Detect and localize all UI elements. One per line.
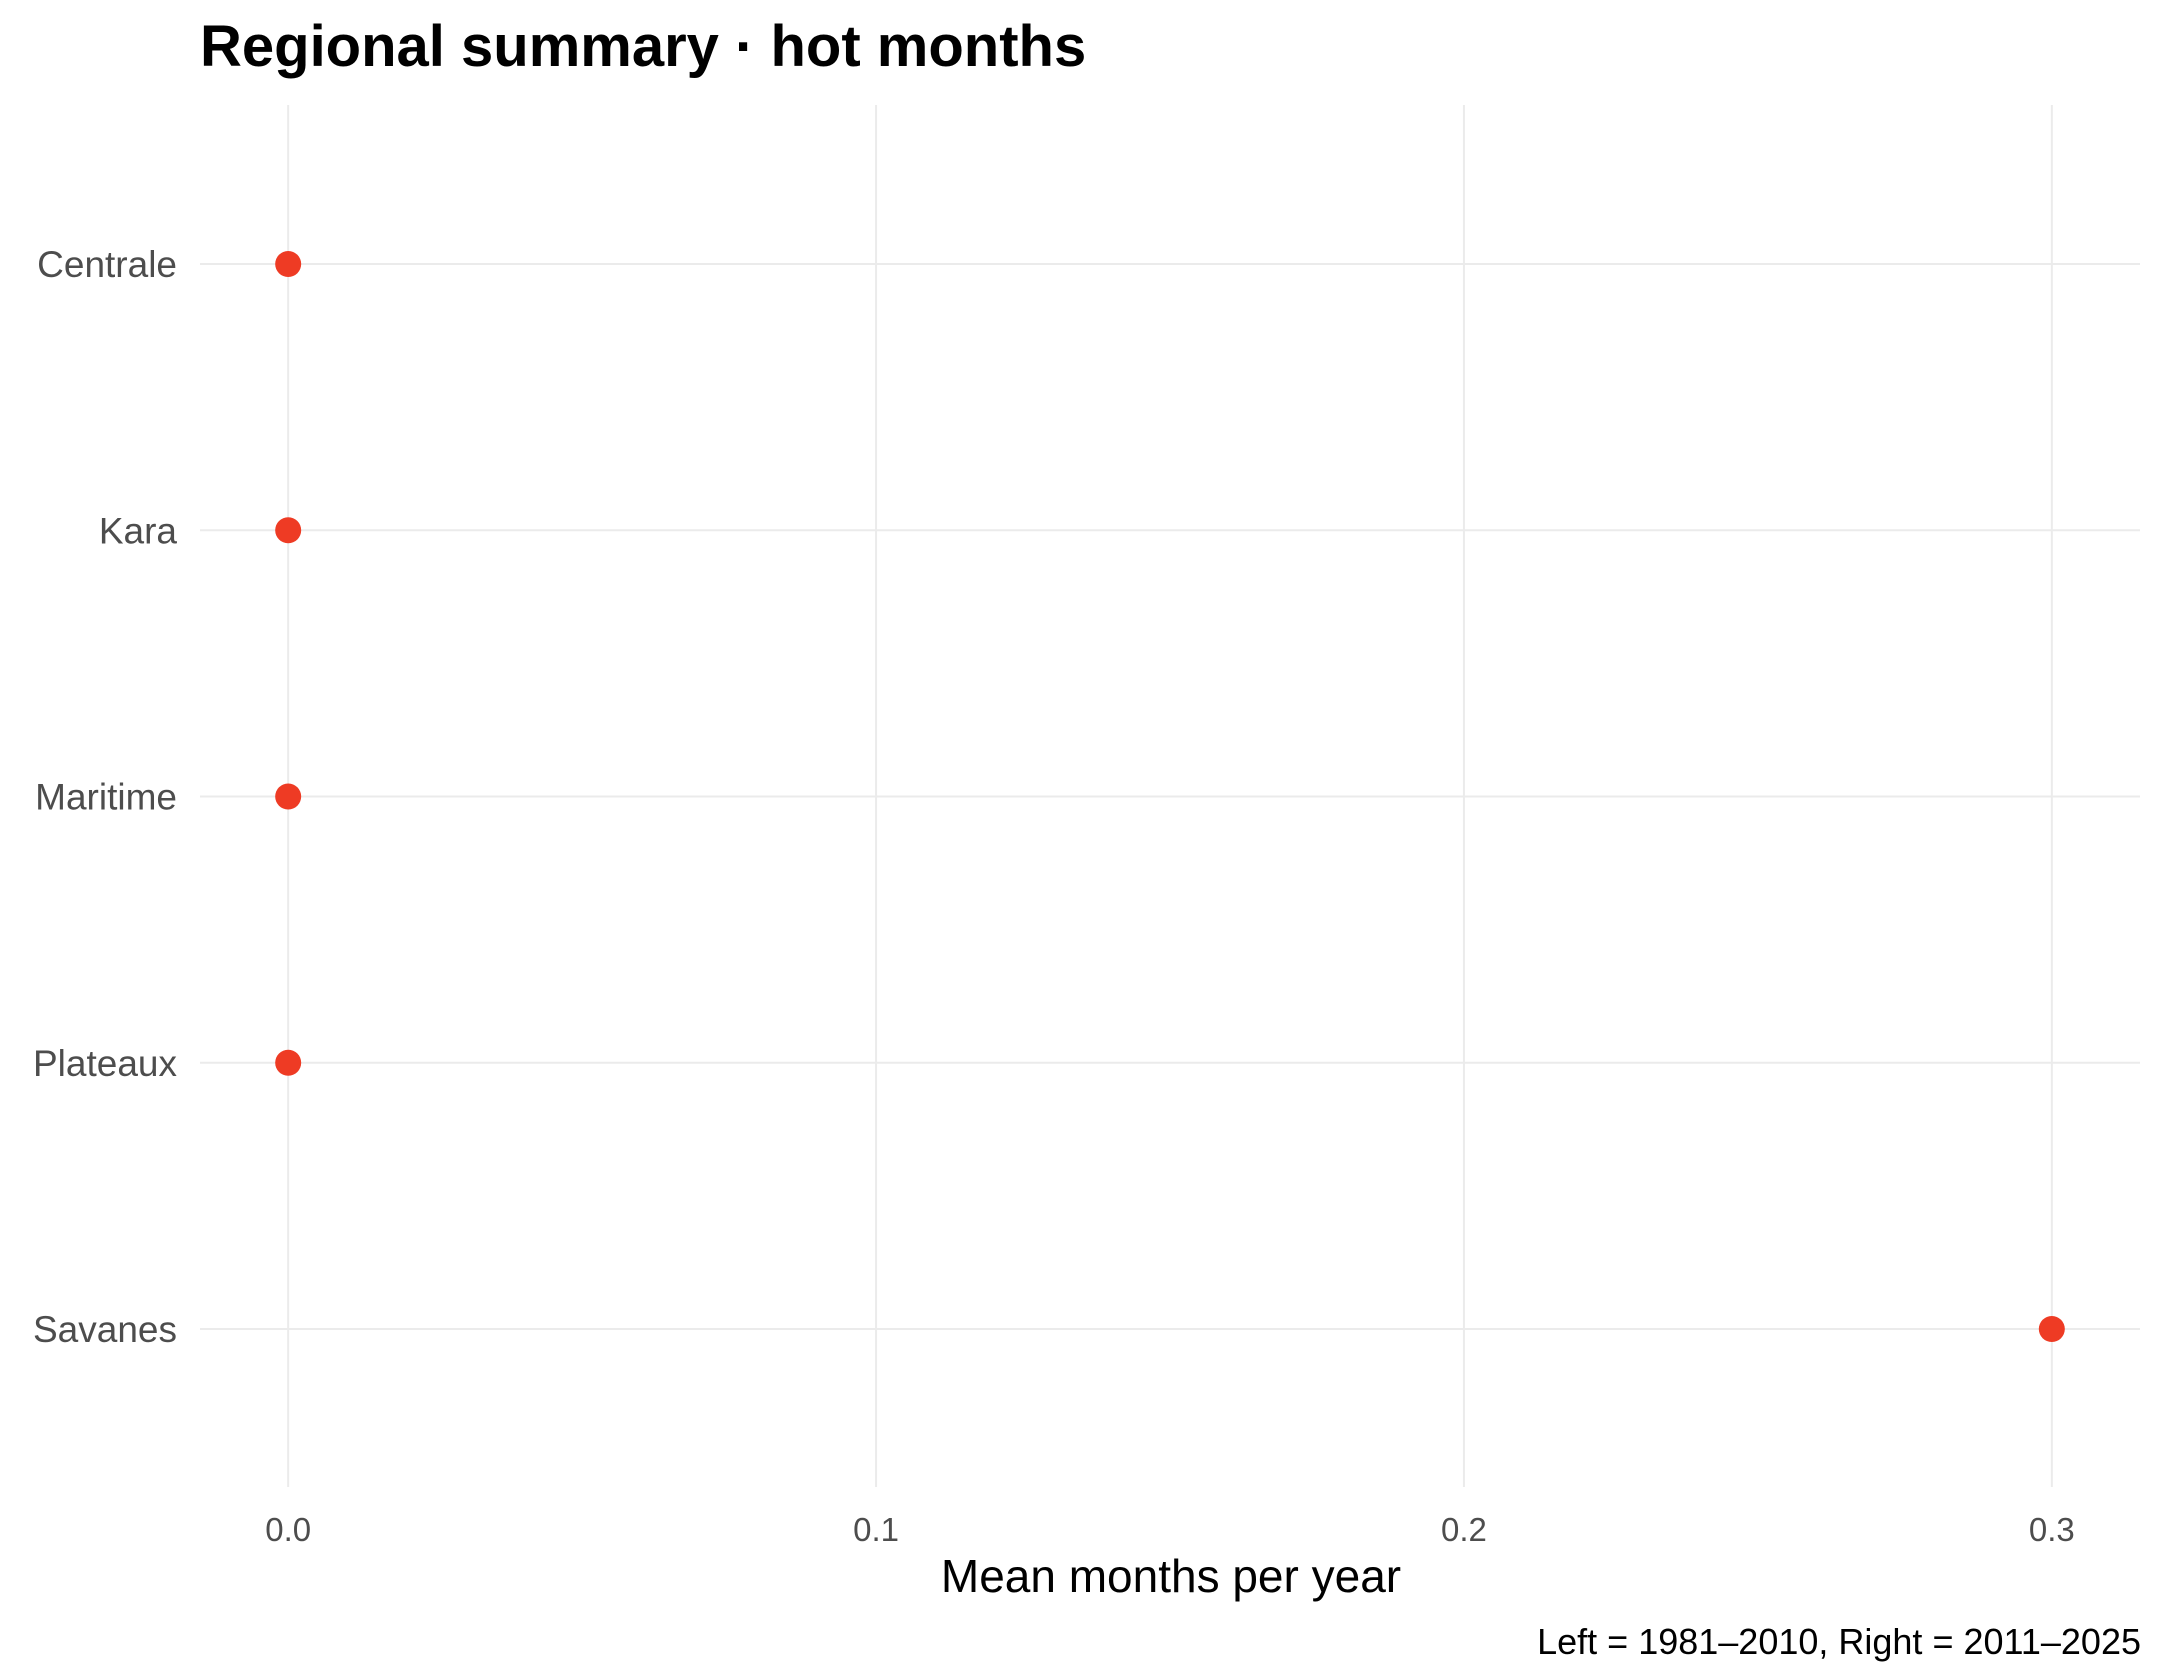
x-axis-labels: 0.0 0.1 0.2 0.3 (265, 1511, 2075, 1548)
chart-title: Regional summary · hot months (200, 14, 1086, 79)
chart-caption: Left = 1981–2010, Right = 2011–2025 (1537, 1621, 2141, 1662)
data-point (275, 1049, 302, 1076)
x-tick-label: 0.1 (853, 1511, 899, 1548)
data-point (275, 517, 302, 544)
data-point (275, 783, 302, 810)
data-point (2038, 1316, 2065, 1342)
x-tick-label: 0.3 (2029, 1511, 2075, 1548)
data-points (275, 251, 2065, 1342)
y-category-label: Kara (99, 510, 178, 551)
y-category-label: Plateaux (33, 1043, 177, 1084)
x-tick-label: 0.0 (265, 1511, 311, 1548)
x-tick-label: 0.2 (1441, 1511, 1487, 1548)
y-category-label: Centrale (37, 244, 177, 285)
x-axis-title: Mean months per year (941, 1550, 1401, 1602)
y-axis-labels: Centrale Kara Maritime Plateaux Savanes (33, 244, 177, 1350)
grid (200, 105, 2140, 1487)
y-category-label: Savanes (33, 1309, 177, 1350)
y-category-label: Maritime (35, 777, 177, 818)
data-point (275, 251, 302, 277)
